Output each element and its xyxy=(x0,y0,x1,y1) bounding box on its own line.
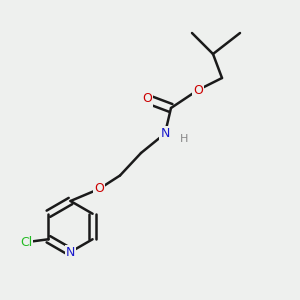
Text: Cl: Cl xyxy=(20,236,32,249)
Text: H: H xyxy=(180,134,189,145)
Text: N: N xyxy=(160,127,170,140)
Text: O: O xyxy=(193,83,203,97)
Text: O: O xyxy=(142,92,152,106)
Text: O: O xyxy=(94,182,104,196)
Text: N: N xyxy=(66,245,75,259)
